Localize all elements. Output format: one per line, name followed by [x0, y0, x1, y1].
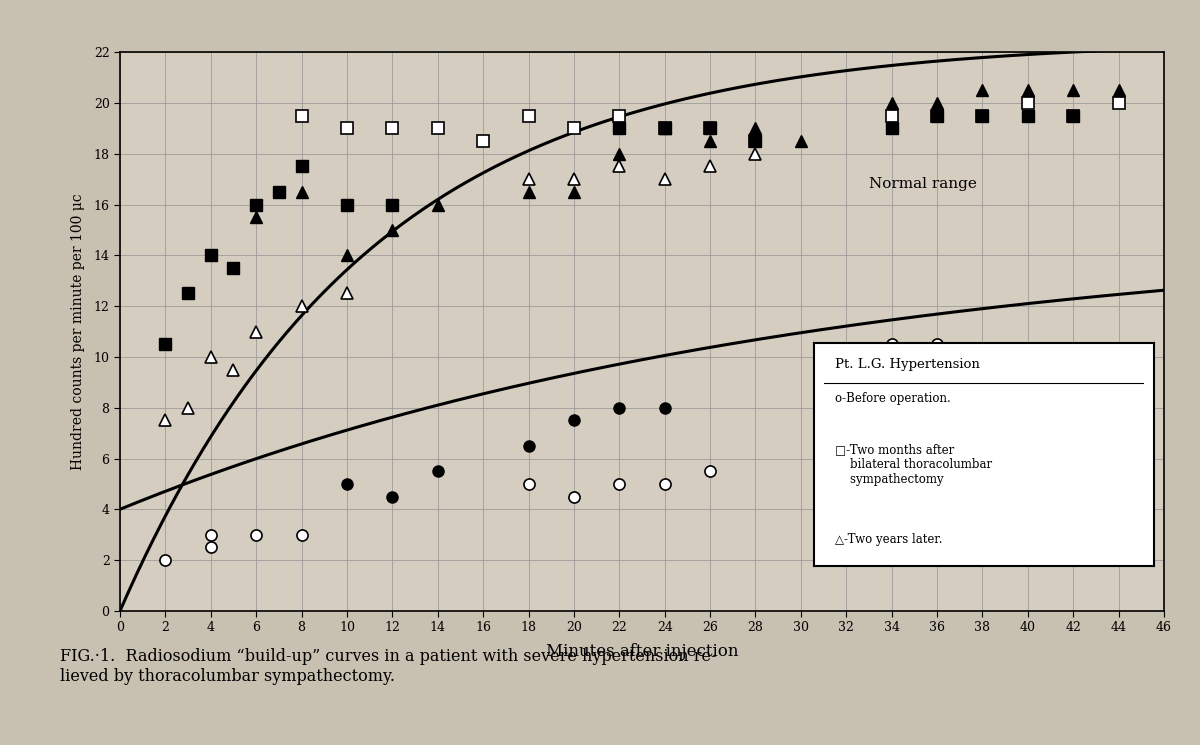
Text: Normal range: Normal range: [869, 177, 977, 191]
X-axis label: Minutes after injection: Minutes after injection: [546, 643, 738, 659]
Y-axis label: Hundred counts per minute per 100 μc: Hundred counts per minute per 100 μc: [71, 193, 85, 470]
Text: FIG.·1.  Radiosodium “build-up” curves in a patient with severe hypertension re-: FIG.·1. Radiosodium “build-up” curves in…: [60, 648, 716, 685]
